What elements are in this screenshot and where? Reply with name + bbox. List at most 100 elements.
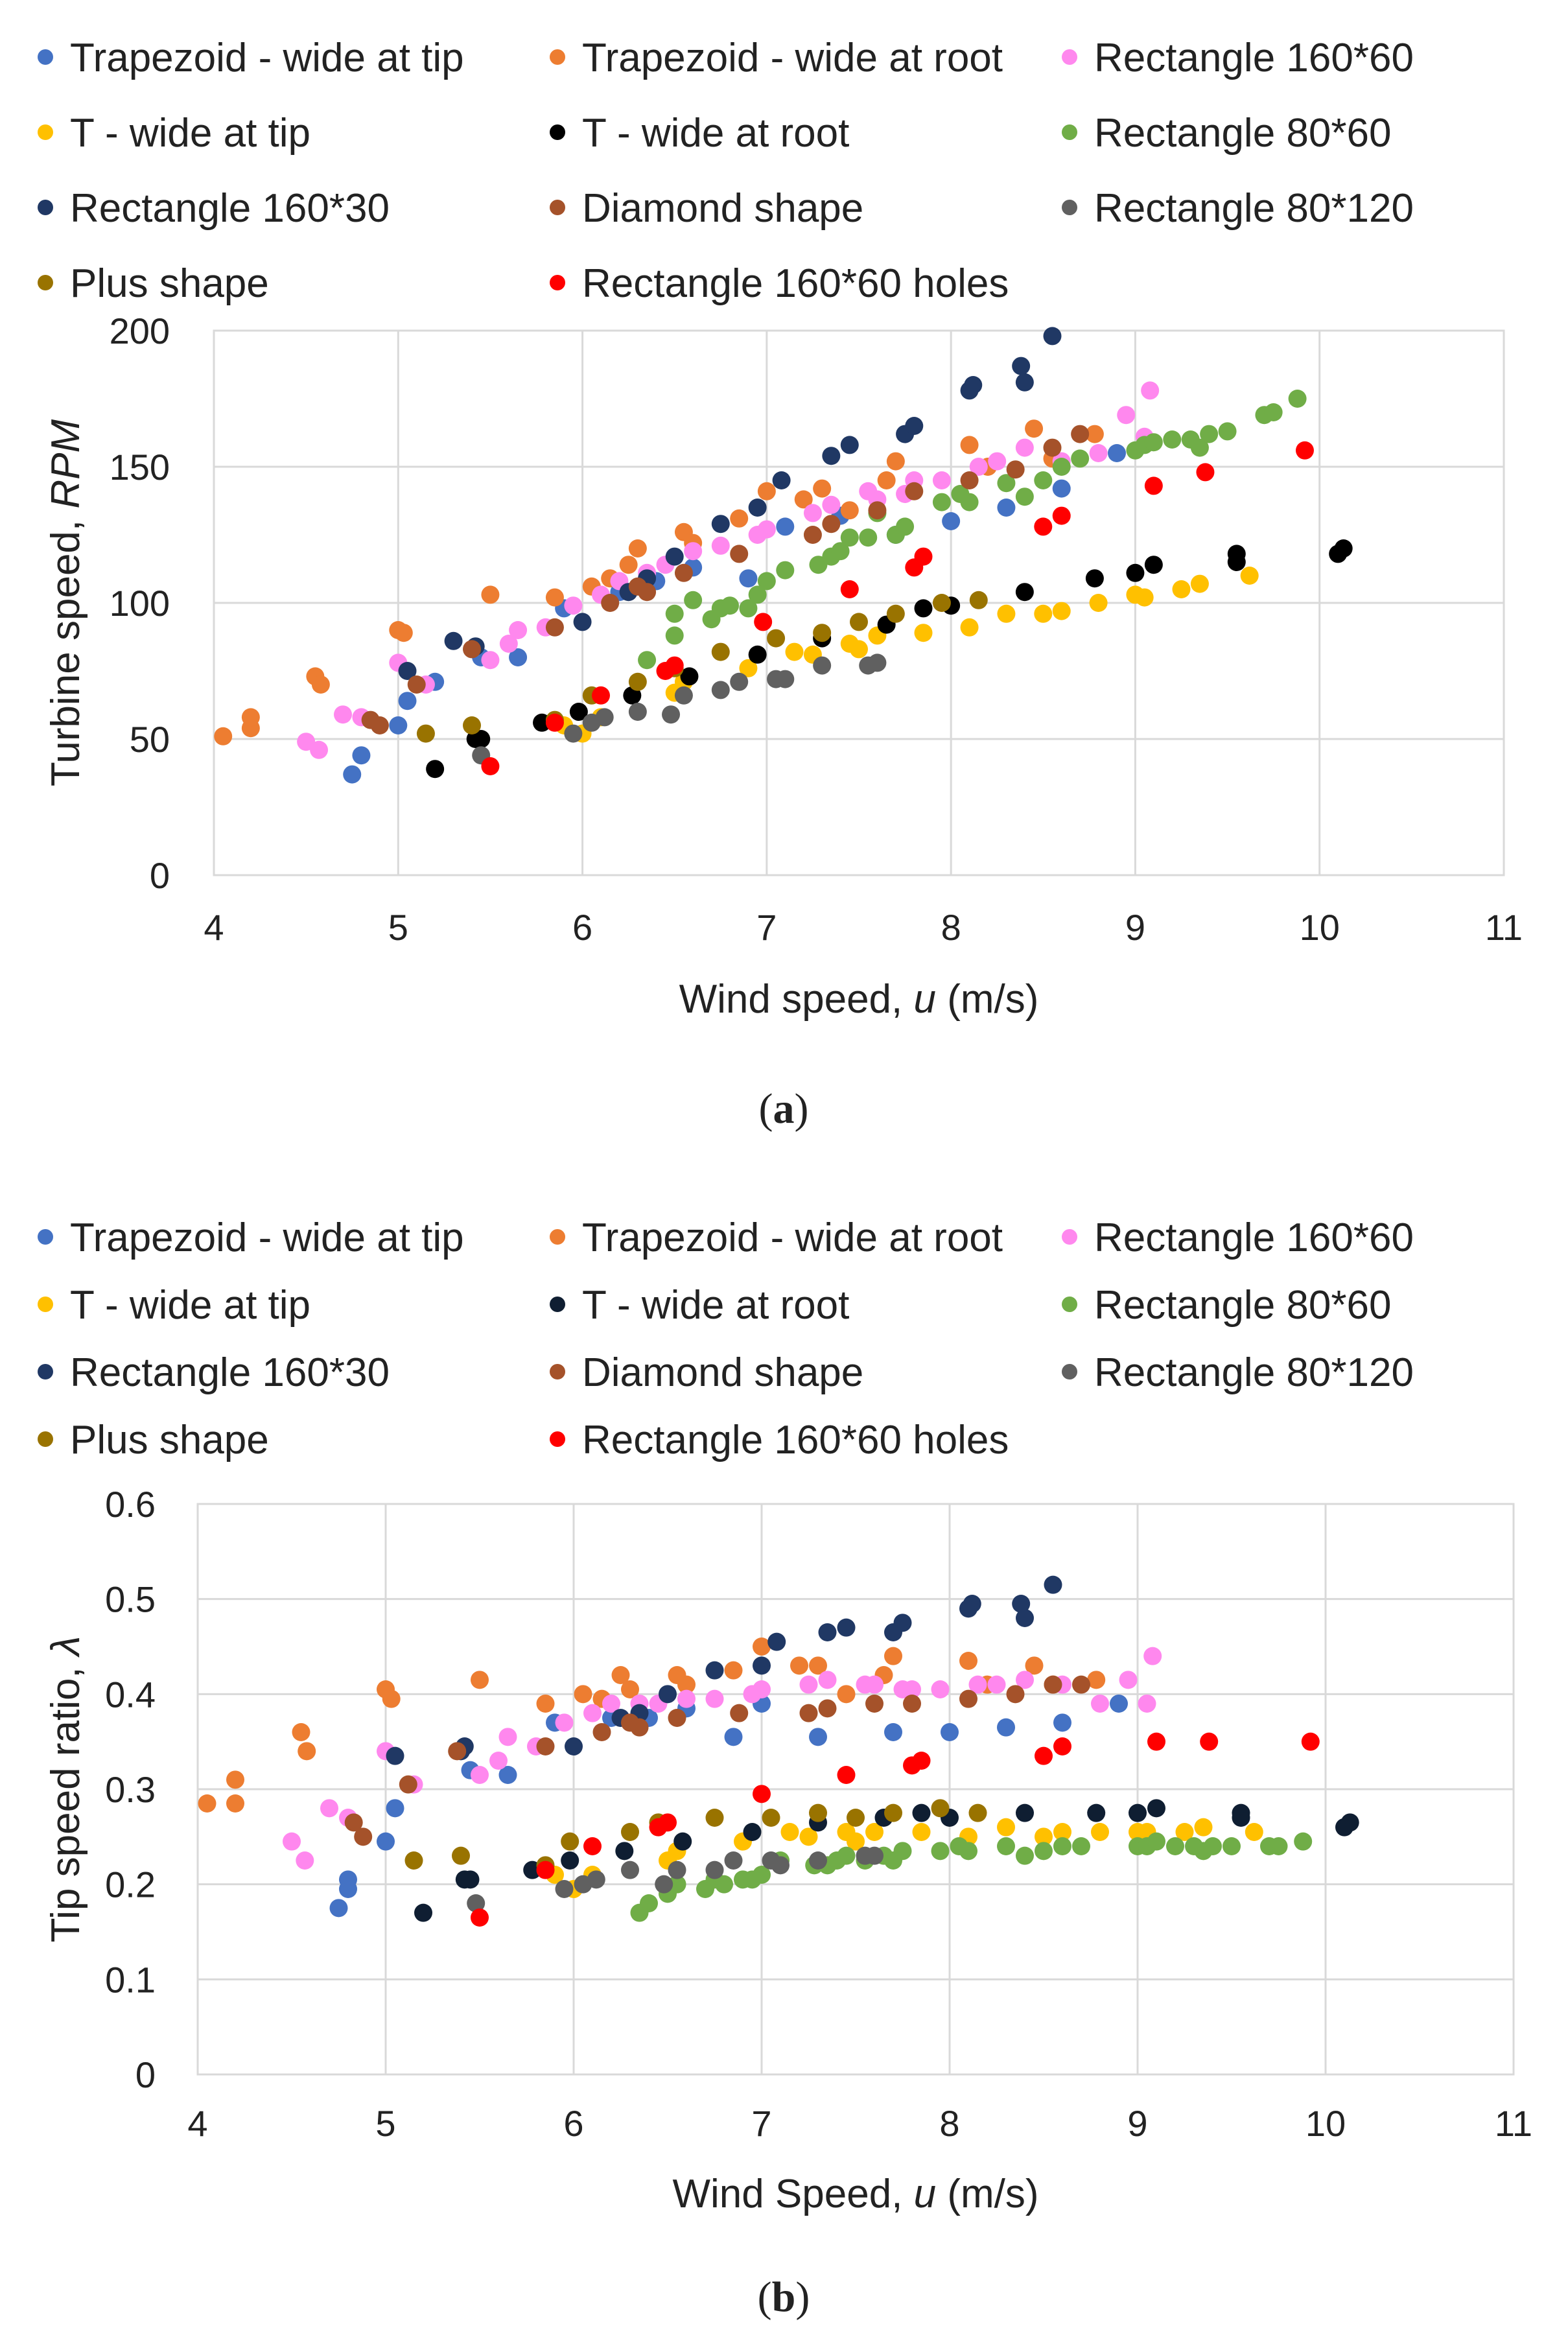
data-point bbox=[414, 1903, 432, 1922]
data-point bbox=[659, 1685, 677, 1704]
data-point bbox=[481, 651, 500, 670]
data-point bbox=[1025, 419, 1044, 438]
x-tick-label: 8 bbox=[941, 907, 961, 948]
data-point bbox=[799, 1704, 818, 1722]
data-point bbox=[837, 1618, 856, 1637]
legend-label: Rectangle 80*60 bbox=[1094, 1283, 1391, 1328]
data-point bbox=[1089, 594, 1108, 612]
data-point bbox=[705, 1809, 724, 1827]
data-point bbox=[724, 1728, 743, 1746]
x-tick-label: 7 bbox=[751, 2103, 771, 2144]
data-point bbox=[461, 1870, 480, 1889]
data-point bbox=[1071, 449, 1090, 468]
data-point bbox=[893, 1614, 912, 1632]
data-point bbox=[1190, 438, 1209, 457]
data-point bbox=[840, 528, 859, 547]
data-point bbox=[840, 501, 859, 520]
data-point bbox=[592, 686, 610, 705]
data-point bbox=[1012, 1595, 1031, 1613]
data-point bbox=[1147, 1732, 1165, 1751]
data-point bbox=[790, 1656, 808, 1675]
data-point bbox=[407, 675, 426, 694]
tick-labels-b: 4 5 6 7 8 9 10 11 0 0.1 0.2 0.3 0.4 0.5 0.6 bbox=[105, 1484, 1532, 2144]
data-point bbox=[905, 482, 924, 500]
x-tick-label: 8 bbox=[939, 2103, 959, 2144]
legend-label: Plus shape bbox=[70, 1418, 269, 1462]
data-point bbox=[1052, 458, 1071, 476]
data-point bbox=[1119, 1671, 1138, 1689]
data-point bbox=[561, 1851, 579, 1870]
data-point bbox=[809, 1851, 827, 1870]
data-point bbox=[932, 471, 951, 489]
data-point bbox=[569, 703, 588, 721]
data-point bbox=[489, 1752, 508, 1770]
series bbox=[555, 567, 1259, 743]
x-axis-title-b: Wind Speed, u (m/s) bbox=[672, 2172, 1038, 2216]
data-point bbox=[868, 653, 887, 672]
legend-label: T - wide at root bbox=[582, 111, 849, 156]
data-point bbox=[595, 708, 614, 727]
data-point bbox=[884, 1647, 902, 1665]
data-point bbox=[619, 556, 638, 574]
series bbox=[343, 444, 1126, 784]
legend-a: Trapezoid - wide at tip Trapezoid - wide … bbox=[38, 36, 1414, 306]
data-point bbox=[628, 539, 647, 558]
data-point bbox=[748, 585, 767, 604]
data-point bbox=[583, 1837, 602, 1855]
data-point bbox=[1016, 1609, 1034, 1627]
data-point bbox=[931, 1680, 950, 1698]
data-point bbox=[724, 1851, 743, 1870]
data-point bbox=[847, 1809, 865, 1827]
y-axis-title-a: Turbine speed, RPM bbox=[43, 419, 88, 786]
data-point bbox=[837, 1846, 856, 1865]
panel-b: Trapezoid - wide at tip Trapezoid - wide … bbox=[38, 1215, 1532, 2321]
y-tick-label: 0 bbox=[150, 855, 170, 896]
legend-label: Rectangle 160*60 bbox=[1094, 36, 1414, 80]
data-point bbox=[1200, 425, 1219, 443]
data-point bbox=[960, 436, 979, 454]
data-point bbox=[837, 1685, 856, 1704]
legend-marker bbox=[1062, 49, 1077, 65]
data-point bbox=[404, 1851, 423, 1870]
data-point bbox=[1052, 602, 1071, 620]
data-point bbox=[1034, 604, 1053, 623]
data-point bbox=[743, 1823, 762, 1841]
data-point bbox=[831, 542, 850, 561]
data-point bbox=[818, 1623, 837, 1641]
data-point bbox=[968, 1675, 987, 1694]
data-point bbox=[1043, 327, 1062, 346]
data-point bbox=[739, 569, 758, 588]
legend-label: Rectangle 160*60 holes bbox=[582, 1418, 1009, 1462]
data-point bbox=[1044, 1675, 1062, 1694]
data-point bbox=[822, 515, 841, 534]
data-point bbox=[785, 642, 804, 661]
data-point bbox=[481, 757, 500, 775]
series bbox=[416, 591, 988, 743]
data-point bbox=[809, 1656, 827, 1675]
data-point bbox=[677, 1675, 696, 1694]
data-point bbox=[941, 1723, 959, 1741]
data-point bbox=[481, 585, 500, 604]
data-point bbox=[1053, 1713, 1071, 1732]
data-point bbox=[1240, 567, 1259, 585]
data-point bbox=[1294, 1832, 1313, 1851]
data-point bbox=[803, 504, 822, 522]
series bbox=[398, 327, 1062, 680]
data-point bbox=[226, 1770, 244, 1789]
data-point bbox=[1110, 1695, 1128, 1713]
data-point bbox=[545, 588, 564, 607]
data-point bbox=[914, 599, 933, 618]
data-point bbox=[705, 1689, 724, 1708]
data-point bbox=[969, 458, 988, 476]
data-point bbox=[545, 713, 564, 732]
legend-marker bbox=[550, 124, 565, 140]
legend-marker bbox=[550, 49, 565, 65]
y-tick-label: 0.2 bbox=[105, 1864, 156, 1905]
data-point bbox=[1223, 1837, 1241, 1855]
data-point bbox=[711, 515, 730, 534]
data-point bbox=[1196, 463, 1215, 482]
legend-b: Trapezoid - wide at tip Trapezoid - wide … bbox=[38, 1215, 1414, 1462]
data-point bbox=[382, 1689, 401, 1708]
data-point bbox=[850, 640, 868, 659]
y-tick-label: 150 bbox=[110, 447, 170, 487]
